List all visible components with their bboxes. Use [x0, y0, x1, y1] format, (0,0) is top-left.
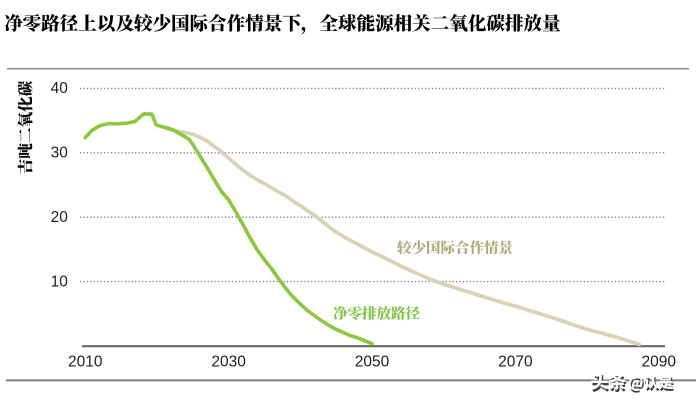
svg-text:2050: 2050: [355, 353, 390, 370]
svg-text:2090: 2090: [642, 353, 677, 370]
svg-text:10: 10: [51, 273, 69, 290]
svg-text:2010: 2010: [68, 353, 103, 370]
svg-text:30: 30: [51, 145, 69, 162]
svg-text:40: 40: [51, 80, 69, 97]
svg-text:2070: 2070: [498, 353, 533, 370]
svg-text:20: 20: [51, 209, 69, 226]
svg-text:2030: 2030: [211, 353, 246, 370]
